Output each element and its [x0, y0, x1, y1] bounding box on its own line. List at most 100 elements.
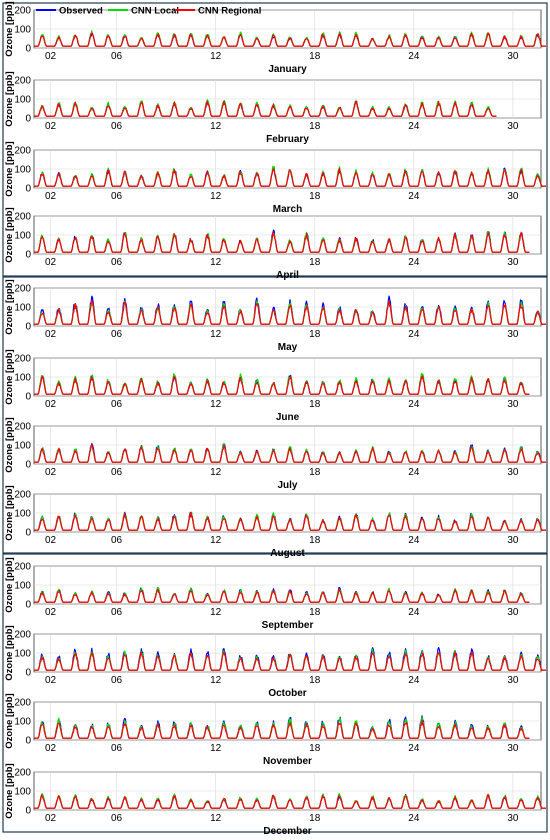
x-tick-label: 30 — [507, 191, 519, 202]
y-axis-label: Ozone [ppb] — [4, 1, 15, 56]
y-tick-label: 100 — [14, 441, 31, 452]
x-tick-label: 18 — [309, 329, 321, 340]
series-cnn-regional — [34, 375, 530, 395]
x-tick-label: 12 — [210, 535, 222, 546]
month-title: March — [273, 204, 302, 215]
panel-october: 0 100 200 02 06 12 18 24 30 Ozone [ppb] October — [4, 625, 546, 699]
legend-label: CNN Regional — [198, 6, 261, 17]
y-tick-label: 200 — [14, 6, 31, 17]
y-axis-label: Ozone [ppb] — [4, 207, 15, 262]
y-tick-label: 0 — [25, 806, 31, 817]
y-tick-label: 0 — [25, 736, 31, 747]
panel-june: 0 100 200 02 06 12 18 24 30 Ozone [ppb] June — [4, 349, 542, 423]
group-frame-2 — [2, 276, 548, 554]
x-tick-label: 06 — [111, 51, 123, 62]
y-tick-label: 0 — [25, 322, 31, 333]
y-tick-label: 100 — [14, 509, 31, 520]
y-tick-label: 200 — [14, 490, 31, 501]
x-tick-label: 06 — [111, 399, 123, 410]
x-tick-label: 18 — [309, 813, 321, 824]
y-axis-label: Ozone [ppb] — [4, 279, 15, 334]
y-tick-label: 100 — [14, 95, 31, 106]
x-tick-label: 02 — [45, 467, 57, 478]
y-tick-label: 0 — [25, 460, 31, 471]
x-tick-label: 12 — [210, 743, 222, 754]
x-tick-label: 24 — [408, 191, 420, 202]
y-axis-label: Ozone [ppb] — [4, 557, 15, 612]
x-tick-label: 06 — [111, 607, 123, 618]
series-cnn-regional — [34, 32, 546, 47]
y-axis-label: Ozone [ppb] — [4, 417, 15, 472]
x-tick-label: 24 — [408, 467, 420, 478]
x-tick-label: 06 — [111, 813, 123, 824]
month-title: June — [276, 412, 300, 423]
x-tick-label: 12 — [210, 675, 222, 686]
x-tick-label: 30 — [507, 675, 519, 686]
y-tick-label: 0 — [25, 600, 31, 611]
x-tick-label: 30 — [507, 399, 519, 410]
x-tick-label: 02 — [45, 813, 57, 824]
x-tick-label: 18 — [309, 51, 321, 62]
x-tick-label: 24 — [408, 399, 420, 410]
x-tick-label: 06 — [111, 191, 123, 202]
y-tick-label: 100 — [14, 25, 31, 36]
panel-september: 0 100 200 02 06 12 18 24 30 Ozone [ppb] September — [4, 557, 542, 631]
x-tick-label: 02 — [45, 121, 57, 132]
series-cnn-regional — [34, 100, 497, 117]
y-tick-label: 0 — [25, 114, 31, 125]
series-cnn-regional — [34, 588, 530, 603]
y-tick-label: 0 — [25, 184, 31, 195]
group-frame-1 — [2, 2, 548, 277]
y-tick-label: 100 — [14, 165, 31, 176]
x-tick-label: 18 — [309, 121, 321, 132]
x-tick-label: 18 — [309, 675, 321, 686]
series-cnn-regional — [34, 299, 546, 325]
panel-august: 0 100 200 02 06 12 18 24 30 Ozone [ppb] August — [4, 485, 546, 559]
panel-march: 0 100 200 02 06 12 18 24 30 Ozone [ppb] March — [4, 141, 546, 215]
x-tick-label: 12 — [210, 399, 222, 410]
month-title: April — [276, 270, 299, 281]
series-cnn-regional — [34, 167, 546, 187]
month-title: December — [263, 826, 311, 835]
legend-label: Observed — [59, 6, 103, 17]
month-title: August — [270, 548, 305, 559]
month-title: May — [278, 342, 298, 353]
x-tick-label: 06 — [111, 675, 123, 686]
x-tick-label: 24 — [408, 257, 420, 268]
x-tick-label: 30 — [507, 813, 519, 824]
y-axis-label: Ozone [ppb] — [4, 71, 15, 126]
series-cnn-regional — [34, 511, 546, 531]
x-tick-label: 24 — [408, 607, 420, 618]
x-tick-label: 06 — [111, 467, 123, 478]
x-tick-label: 12 — [210, 813, 222, 824]
x-tick-label: 02 — [45, 535, 57, 546]
x-tick-label: 02 — [45, 399, 57, 410]
y-tick-label: 200 — [14, 284, 31, 295]
y-tick-label: 200 — [14, 698, 31, 709]
y-tick-label: 100 — [14, 373, 31, 384]
y-tick-label: 100 — [14, 231, 31, 242]
x-tick-label: 18 — [309, 743, 321, 754]
x-tick-label: 30 — [507, 607, 519, 618]
y-tick-label: 200 — [14, 630, 31, 641]
x-tick-label: 30 — [507, 467, 519, 478]
y-tick-label: 200 — [14, 422, 31, 433]
y-axis-label: Ozone [ppb] — [4, 693, 15, 748]
panel-april: 0 100 200 02 06 12 18 24 30 Ozone [ppb] April — [4, 207, 542, 281]
y-tick-label: 100 — [14, 717, 31, 728]
x-tick-label: 30 — [507, 535, 519, 546]
x-tick-label: 18 — [309, 257, 321, 268]
series-cnn-regional — [34, 231, 530, 253]
group-frame-3 — [2, 553, 548, 833]
panel-february: 0 100 200 02 06 12 18 24 30 Ozone [ppb] February — [4, 71, 542, 145]
y-axis-label: Ozone [ppb] — [4, 141, 15, 196]
x-tick-label: 18 — [309, 399, 321, 410]
panel-july: 0 100 200 02 06 12 18 24 30 Ozone [ppb] July — [4, 417, 546, 491]
x-tick-label: 18 — [309, 191, 321, 202]
x-tick-label: 02 — [45, 51, 57, 62]
x-tick-label: 12 — [210, 607, 222, 618]
y-tick-label: 0 — [25, 250, 31, 261]
series-cnn-regional — [34, 444, 546, 463]
x-tick-label: 18 — [309, 535, 321, 546]
